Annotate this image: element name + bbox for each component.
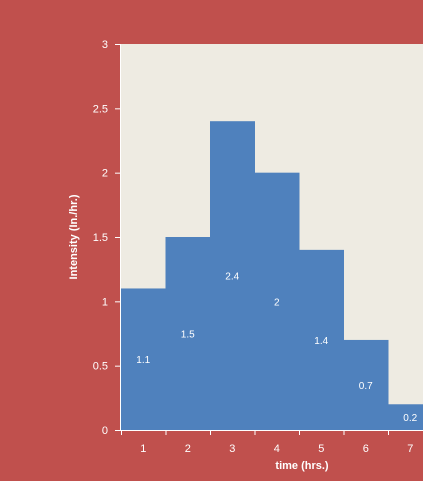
- x-tick-label-1: 1: [140, 443, 146, 455]
- y-tick-label-3: 3: [102, 39, 108, 51]
- x-tick-label-7: 7: [407, 443, 413, 455]
- bar-6: [343, 339, 389, 430]
- y-tick-label-1: 1: [102, 296, 108, 308]
- data-label-2: 1.5: [181, 330, 195, 341]
- bar-3: [210, 121, 255, 430]
- x-tick-label-3: 3: [229, 443, 235, 455]
- bar-1: [121, 288, 166, 430]
- data-labels: 1.1 1.5 2.4 2 1.4 0.7 0.2: [136, 272, 417, 425]
- x-axis-title: time (hrs.): [275, 460, 329, 472]
- bar-7: [388, 404, 423, 430]
- data-label-5: 1.4: [314, 336, 328, 347]
- bar-5: [299, 249, 344, 430]
- y-tick-label-2.5: 2.5: [93, 103, 108, 115]
- bar-2: [165, 237, 211, 430]
- data-label-7: 0.2: [403, 413, 417, 424]
- bar-4: [254, 172, 300, 430]
- data-label-4: 2: [274, 297, 280, 308]
- data-label-6: 0.7: [359, 381, 373, 392]
- data-label-3: 2.4: [225, 272, 239, 283]
- y-axis-title: Intensity (In./hr.): [68, 194, 80, 279]
- x-axis-ticks: 1 2 3 4 5 6 7: [121, 430, 413, 455]
- y-tick-label-1.5: 1.5: [93, 232, 108, 244]
- x-tick-label-5: 5: [318, 443, 324, 455]
- y-axis-ticks: 0 0.5 1 1.5 2 2.5 3: [93, 39, 121, 437]
- x-tick-label-4: 4: [274, 443, 280, 455]
- bar-series: [121, 121, 423, 430]
- y-tick-label-0: 0: [102, 425, 108, 437]
- y-tick-label-2: 2: [102, 168, 108, 180]
- data-label-1: 1.1: [136, 355, 150, 366]
- x-tick-label-6: 6: [363, 443, 369, 455]
- y-tick-label-0.5: 0.5: [93, 361, 108, 373]
- x-tick-label-2: 2: [185, 443, 191, 455]
